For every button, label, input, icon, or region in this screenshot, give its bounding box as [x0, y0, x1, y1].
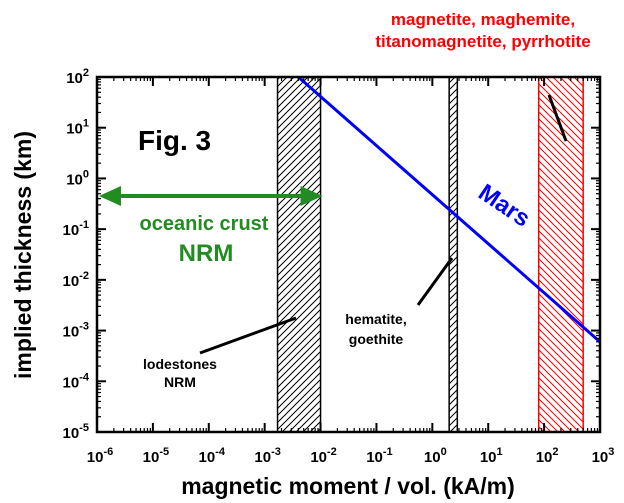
y-tick-label-exp: 0 [83, 168, 89, 180]
arrow-layer [99, 186, 323, 207]
y-tick-label-exp: -2 [79, 270, 89, 282]
oceanic-crust-arrow-right-head [300, 186, 323, 207]
x-tick-label: 10-3 [254, 446, 280, 466]
x-tick-label-exp: -4 [215, 446, 226, 458]
x-tick-label-exp: -6 [103, 446, 113, 458]
x-tick-label: 101 [480, 446, 503, 466]
y-tick-label-base: 10 [63, 222, 80, 239]
y-tick-label-exp: -3 [79, 321, 89, 333]
x-tick-label-exp: 0 [441, 446, 447, 458]
x-tick-label: 103 [592, 446, 615, 466]
y-tick-label-exp: 1 [83, 118, 89, 130]
x-tick-label-base: 10 [143, 449, 160, 466]
bands-layer [276, 76, 584, 433]
x-axis-title: magnetic moment / vol. (kA/m) [181, 473, 515, 499]
hematite-label: hematite, goethite [345, 311, 406, 347]
x-tick-label: 100 [424, 446, 447, 466]
x-tick-label-exp: -3 [271, 446, 281, 458]
lodestones-leader [199, 316, 297, 355]
hematite-band [448, 76, 459, 433]
plot-frame [95, 75, 602, 434]
y-tick-label-exp: -1 [79, 219, 89, 231]
x-tick-label: 10-6 [87, 446, 113, 466]
y-tick-label: 10-1 [63, 219, 89, 239]
series-layer [297, 77, 600, 343]
x-tick-label-base: 10 [424, 449, 441, 466]
y-tick-label: 10-3 [63, 321, 89, 341]
y-tick-label-base: 10 [63, 374, 80, 391]
y-tick-label-base: 10 [66, 70, 83, 87]
y-tick-label-base: 10 [63, 425, 80, 442]
leader-layer [199, 94, 568, 355]
x-tick-label: 102 [536, 446, 559, 466]
x-tick-label: 10-2 [310, 446, 336, 466]
lodestones-band [276, 76, 322, 433]
x-tick-label-exp: -1 [383, 446, 393, 458]
x-tick-label-exp: 3 [608, 446, 614, 458]
x-tick-label: 10-1 [366, 446, 392, 466]
oceanic-crust-label-line-2: NRM [179, 240, 234, 267]
hematite-leader [416, 257, 454, 306]
lodestones-label-line-1: lodestones [143, 356, 217, 372]
x-tick-label-base: 10 [87, 449, 104, 466]
magnetite-label-line-1: magnetite, maghemite, [391, 10, 575, 29]
y-tick-label-base: 10 [66, 171, 83, 188]
y-tick-label: 101 [66, 118, 89, 138]
y-tick-label-exp: 2 [83, 67, 89, 79]
series-line-mars [297, 77, 600, 343]
y-tick-label-base: 10 [66, 121, 83, 138]
x-tick-label-base: 10 [310, 449, 327, 466]
y-tick-label: 102 [66, 67, 89, 87]
x-tick-label-base: 10 [536, 449, 553, 466]
hematite-label-line-1: hematite, [345, 311, 406, 327]
lodestones-label-line-2: NRM [164, 374, 196, 390]
oceanic-crust-label: oceanic crust NRM [140, 213, 269, 267]
x-tick-label-base: 10 [199, 449, 216, 466]
lodestones-label: lodestones NRM [143, 356, 217, 390]
y-axis-title: implied thickness (km) [10, 131, 36, 379]
y-tick-label: 10-2 [63, 270, 89, 290]
y-tick-label: 10-4 [63, 371, 90, 391]
y-tick-label-base: 10 [63, 273, 80, 290]
mars-label: Mars [473, 179, 535, 233]
x-tick-label-base: 10 [254, 449, 271, 466]
magnetite-leader [547, 94, 568, 142]
x-tick-label-base: 10 [366, 449, 383, 466]
magnetite-label-line-2: titanomagnetite, pyrrhotite [375, 32, 590, 51]
hematite-label-line-2: goethite [349, 331, 404, 347]
figure-label: Fig. 3 [138, 125, 211, 156]
y-tick-label-exp: -5 [79, 422, 89, 434]
magnetite-band [537, 76, 584, 433]
y-tick-label-base: 10 [63, 324, 80, 341]
x-tick-label-exp: -2 [327, 446, 337, 458]
x-tick-label-exp: -5 [159, 446, 169, 458]
y-tick-label: 100 [66, 168, 89, 188]
x-tick-label-exp: 2 [552, 446, 558, 458]
x-tick-label-base: 10 [480, 449, 497, 466]
oceanic-crust-arrow-left-head [99, 186, 121, 207]
oceanic-crust-label-line-1: oceanic crust [140, 213, 269, 235]
x-tick-label: 10-4 [199, 446, 226, 466]
magnetite-label: magnetite, maghemite, titanomagnetite, p… [375, 10, 590, 51]
y-tick-label-exp: -4 [79, 371, 90, 383]
ticks-layer [96, 76, 601, 433]
x-tick-label: 10-5 [143, 446, 169, 466]
labels-layer: 10-6 10-5 10-4 10-3 10-2 10-1 100 101 102 10310-5… [63, 67, 615, 466]
y-tick-label: 10-5 [63, 422, 89, 442]
x-tick-label-base: 10 [592, 449, 609, 466]
x-tick-label-exp: 1 [497, 446, 503, 458]
